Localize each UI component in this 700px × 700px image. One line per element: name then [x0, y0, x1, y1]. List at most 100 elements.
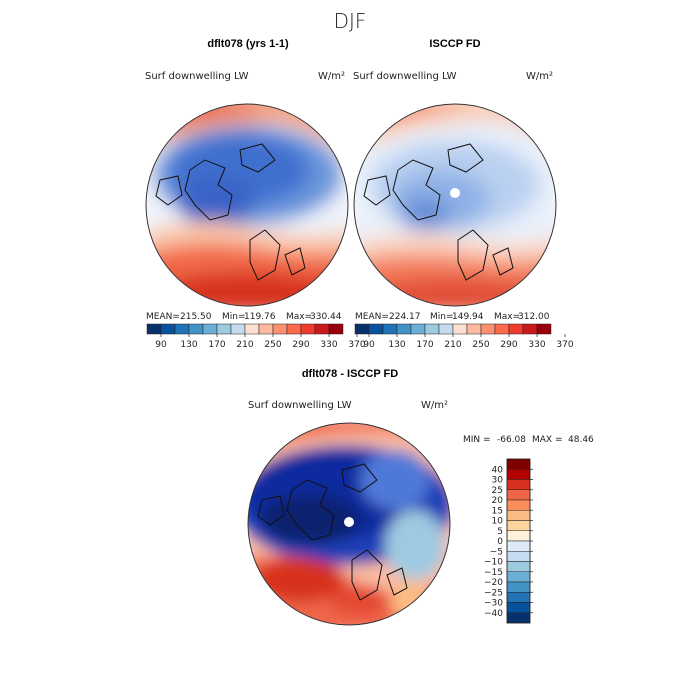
colorbar-tick-label: 40: [492, 465, 504, 475]
colorbar-tick-label: 30: [492, 476, 504, 486]
colorbar-swatch: [508, 323, 524, 335]
panel-obs-subtitle: Surf downwelling LW: [353, 71, 457, 82]
panel-model-colorbar: 90 130 170 210 250 290 330 370: [146, 323, 366, 350]
colorbar-tick-label: 170: [416, 340, 433, 350]
stats-max-label: MAX =: [532, 435, 563, 445]
stats-mean-label: MEAN=: [355, 312, 389, 322]
colorbar-swatch: [202, 323, 218, 335]
colorbar-swatch: [230, 323, 246, 335]
stats-min-label: MIN =: [463, 435, 491, 445]
colorbar-tick-label: 25: [492, 486, 503, 496]
colorbar-tick-label: −40: [484, 609, 503, 619]
stats-mean: 224.17: [389, 312, 421, 322]
colorbar-tick-label: 130: [180, 340, 197, 350]
stats-min: -66.08: [497, 435, 526, 445]
panel-obs-units: W/m²: [526, 71, 553, 82]
panel-diff-subtitle: Surf downwelling LW: [248, 400, 352, 411]
colorbar-swatch: [506, 571, 531, 583]
stats-max-label: Max=: [286, 312, 312, 322]
colorbar-tick-label: 15: [492, 506, 503, 516]
colorbar-tick-label: 20: [492, 496, 504, 506]
colorbar-swatch: [506, 530, 531, 542]
colorbar-swatch: [354, 323, 370, 335]
colorbar-tick-label: −15: [484, 568, 503, 578]
colorbar-tick-label: 130: [388, 340, 405, 350]
colorbar-tick-label: 370: [556, 340, 573, 350]
panel-obs: ISCCP FD Surf downwelling LW W/m² MEAN= …: [353, 38, 574, 350]
panel-diff-outline: [247, 422, 451, 626]
stats-max: 48.46: [568, 435, 594, 445]
stats-max: 330.44: [310, 312, 342, 322]
colorbar-tick-label: 250: [472, 340, 489, 350]
panel-model-units: W/m²: [318, 71, 345, 82]
colorbar-swatch: [146, 323, 162, 335]
colorbar-frame: [506, 458, 531, 624]
colorbar-swatch: [216, 323, 232, 335]
stats-min: 119.76: [244, 312, 276, 322]
stats-max-label: Max=: [494, 312, 520, 322]
colorbar-swatch: [506, 551, 531, 562]
colorbar-swatch: [522, 323, 538, 335]
colorbar-tick-label: 290: [500, 340, 517, 350]
stats-min-label: Min=: [430, 312, 454, 322]
colorbar-tick-label: 10: [492, 517, 504, 527]
colorbar-tick-label: 170: [208, 340, 225, 350]
colorbar-swatch: [506, 479, 531, 490]
colorbar-tick-label: 370: [348, 340, 365, 350]
colorbar-swatch: [174, 323, 190, 335]
colorbar-swatch: [506, 489, 531, 501]
colorbar-tick-label: 0: [497, 537, 503, 547]
colorbar-swatch: [188, 323, 204, 335]
colorbar-swatch: [506, 499, 531, 511]
colorbar-swatch: [410, 323, 426, 335]
colorbar-swatch: [272, 323, 288, 335]
colorbar-swatch: [438, 323, 454, 335]
panel-model-subtitle: Surf downwelling LW: [145, 71, 249, 82]
figure-title: DJF: [334, 9, 367, 33]
panel-diff-map: [248, 423, 450, 625]
colorbar-swatch: [506, 458, 531, 470]
stats-min: 149.94: [452, 312, 484, 322]
colorbar-swatch: [258, 323, 274, 335]
pole-missing-marker: [344, 517, 354, 527]
colorbar-swatch: [480, 323, 496, 335]
colorbar-swatch: [244, 323, 260, 335]
colorbar-swatch: [506, 561, 531, 572]
panel-model: dflt078 (yrs 1-1) Surf downwelling LW W/…: [145, 38, 366, 350]
stats-min-label: Min=: [222, 312, 246, 322]
panel-obs-colorbar: 90 130 170 210 250 290 330 370: [354, 323, 574, 350]
panel-obs-outline: [353, 103, 557, 307]
colorbar-swatch: [466, 323, 482, 335]
colorbar-swatch: [506, 510, 531, 521]
colorbar-swatch: [160, 323, 176, 335]
colorbar-tick-label: −5: [490, 547, 503, 557]
panel-diff: dflt078 - ISCCP FD Surf downwelling LW W…: [247, 368, 594, 626]
colorbar-swatch: [506, 520, 531, 531]
colorbar-tick-label: −30: [484, 599, 503, 609]
panel-diff-stats: MIN = -66.08 MAX = 48.46: [463, 435, 594, 445]
colorbar-tick-label: −10: [484, 558, 503, 568]
colorbar-swatch: [286, 323, 302, 335]
panel-model-map: [146, 104, 348, 306]
colorbar-swatch: [506, 469, 531, 480]
stats-max: 312.00: [518, 312, 550, 322]
panel-model-title: dflt078 (yrs 1-1): [207, 38, 289, 50]
colorbar-swatch: [368, 323, 384, 335]
colorbar-tick-label: 210: [236, 340, 253, 350]
colorbar-tick-label: 5: [497, 527, 503, 537]
colorbar-swatch: [506, 602, 531, 613]
panel-model-outline: [145, 103, 349, 307]
colorbar-tick-label: 90: [155, 340, 167, 350]
colorbar-tick-label: −20: [484, 578, 503, 588]
panel-diff-units: W/m²: [421, 400, 448, 411]
colorbar-swatch: [506, 581, 531, 593]
colorbar-tick-label: −25: [484, 588, 503, 598]
panel-obs-title: ISCCP FD: [429, 38, 480, 50]
colorbar-tick-label: 290: [292, 340, 309, 350]
colorbar-tick-label: 90: [363, 340, 375, 350]
colorbar-swatch: [396, 323, 412, 335]
colorbar-swatch: [452, 323, 468, 335]
panel-model-stats: MEAN= 215.50 Min= 119.76 Max= 330.44: [146, 312, 342, 322]
